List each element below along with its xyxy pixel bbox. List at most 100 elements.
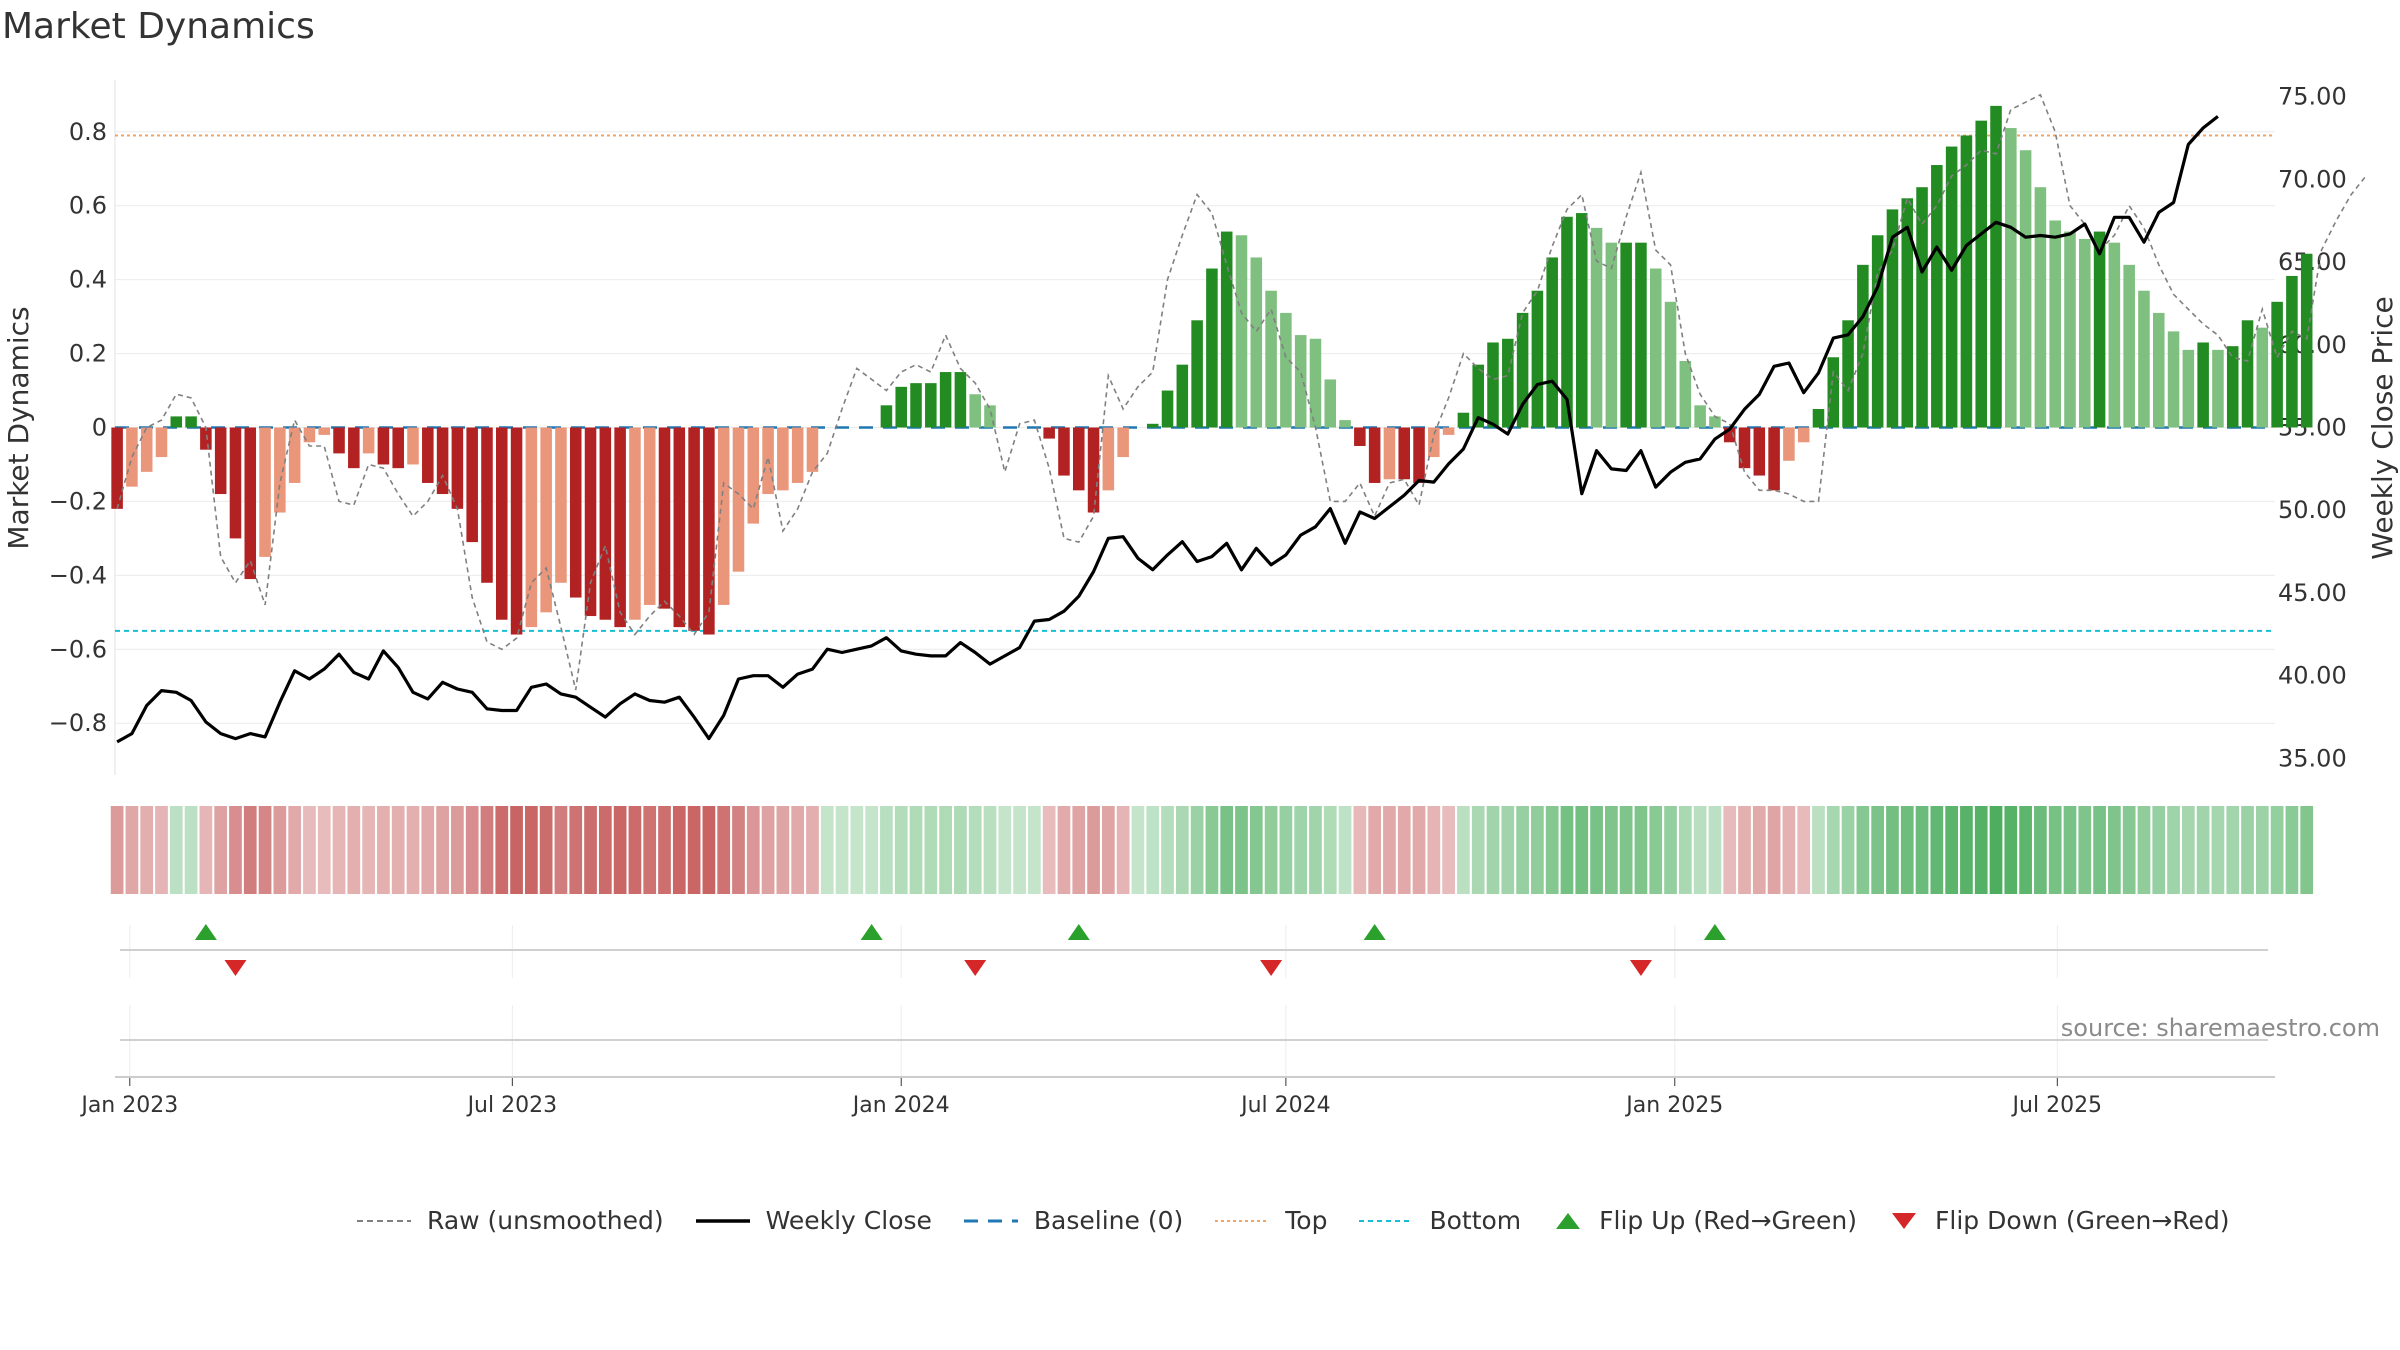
heat-cell — [880, 806, 893, 894]
heat-cell — [1101, 806, 1115, 894]
heat-cell — [791, 806, 805, 894]
heat-cell — [628, 806, 642, 894]
heat-cell — [1457, 806, 1470, 894]
dynamics-bar — [274, 427, 286, 513]
heat-cell — [1545, 806, 1559, 894]
heat-cell — [1664, 806, 1677, 894]
heat-cell — [776, 806, 790, 894]
dynamics-bar — [1502, 338, 1514, 428]
dynamics-bar — [422, 427, 434, 483]
heat-cell — [1368, 806, 1382, 894]
legend-baseline-label: Baseline (0) — [1033, 1206, 1184, 1235]
empty-panel — [115, 1039, 2275, 1078]
heat-cell — [332, 806, 346, 894]
heat-cell — [1960, 806, 1973, 894]
dynamics-bar — [1812, 409, 1825, 428]
dynamics-bar — [303, 427, 316, 443]
dynamics-bar — [229, 427, 242, 539]
heat-cell — [125, 806, 139, 894]
dynamics-bar — [244, 427, 257, 580]
dynamics-bar — [1871, 235, 1884, 428]
dynamics-bar — [1428, 427, 1440, 458]
heat-cell — [2122, 806, 2136, 894]
dynamics-bar — [688, 427, 700, 631]
x-tick-label: Jul 2023 — [466, 1093, 558, 1118]
dynamics-bar — [806, 427, 819, 472]
heat-cell — [598, 806, 612, 894]
heat-cell — [1279, 806, 1293, 894]
dynamics-bar — [732, 427, 745, 572]
dynamics-bar — [185, 416, 197, 428]
dynamics-bar — [1916, 187, 1928, 428]
heat-cell — [2255, 806, 2269, 894]
heat-cell — [569, 806, 583, 894]
heat-cell — [495, 806, 509, 894]
dynamics-bar — [2212, 349, 2224, 428]
legend-baseline-swatch — [963, 1219, 1018, 1222]
heat-cell — [1146, 806, 1160, 894]
raw-line — [116, 93, 2367, 691]
heat-cell — [924, 806, 938, 894]
dynamics-bar — [1753, 427, 1766, 476]
heat-cell — [2285, 806, 2299, 894]
heat-cell — [2226, 806, 2240, 894]
dynamics-bar — [2241, 320, 2254, 428]
heat-cell — [820, 806, 834, 894]
legend-item-top: Top — [1213, 1206, 1327, 1235]
heat-cell — [702, 806, 716, 894]
dynamics-bar — [1797, 427, 1810, 443]
heat-cell — [1634, 806, 1648, 894]
heat-strip — [110, 806, 2314, 894]
flip-down-marker — [224, 960, 247, 976]
dynamics-bar — [140, 427, 153, 472]
dynamics-bar — [1354, 427, 1366, 446]
right-y-tick-label: 35.00 — [2278, 744, 2347, 772]
heat-cell — [1974, 806, 1988, 894]
flip-up-marker — [194, 924, 217, 940]
dynamics-bar — [1649, 268, 1662, 428]
heat-cell — [391, 806, 405, 894]
heat-cell — [1205, 806, 1219, 894]
heat-cell — [1249, 806, 1263, 894]
heat-cell — [761, 806, 775, 894]
dynamics-bar — [466, 427, 478, 543]
heat-cell — [835, 806, 849, 894]
dynamics-bar — [1117, 427, 1129, 458]
flip-down-marker — [1629, 960, 1652, 976]
heat-cell — [2048, 806, 2062, 894]
left-y-tick-label: −0.6 — [49, 635, 107, 663]
dynamics-bar — [984, 405, 996, 428]
dynamics-bar — [673, 427, 686, 628]
x-tick-label: Jan 2023 — [79, 1093, 178, 1118]
heat-cell — [2181, 806, 2195, 894]
legend-item-baseline: Baseline (0) — [962, 1206, 1183, 1235]
dynamics-bar — [1531, 290, 1544, 428]
dynamics-bar — [1235, 235, 1248, 428]
left-y-axis-ticks: −0.8 −0.6 −0.4 −0.2 0 0.2 0.4 0.6 0.8 — [49, 118, 107, 737]
dynamics-bar — [969, 394, 981, 428]
heat-cell — [1309, 806, 1322, 894]
close-series — [116, 115, 2219, 744]
heat-cell — [2078, 806, 2092, 894]
dynamics-bar — [1472, 364, 1484, 428]
x-tick-label: Jan 2024 — [851, 1093, 950, 1118]
dynamics-bar — [1827, 357, 1840, 428]
dynamics-bar — [2005, 128, 2017, 428]
dynamics-bar — [318, 427, 331, 435]
legend-raw-label: Raw (unsmoothed) — [427, 1206, 664, 1235]
heat-cell — [539, 806, 553, 894]
heat-cell — [1516, 806, 1529, 894]
legend-item-close: Weekly Close — [694, 1206, 932, 1235]
dynamics-bar — [1383, 427, 1396, 480]
heat-cell — [214, 806, 228, 894]
left-y-tick-label: −0.2 — [49, 487, 107, 515]
dynamics-bar — [155, 427, 168, 458]
heat-cell — [1871, 806, 1885, 894]
dynamics-bar — [1487, 342, 1499, 428]
flip-up-marker — [860, 924, 883, 940]
dynamics-bar — [1324, 379, 1337, 428]
heat-cell — [1989, 806, 2003, 894]
heat-cell — [1767, 806, 1781, 894]
heat-cell — [1264, 806, 1278, 894]
dynamics-bar — [1842, 320, 1854, 428]
